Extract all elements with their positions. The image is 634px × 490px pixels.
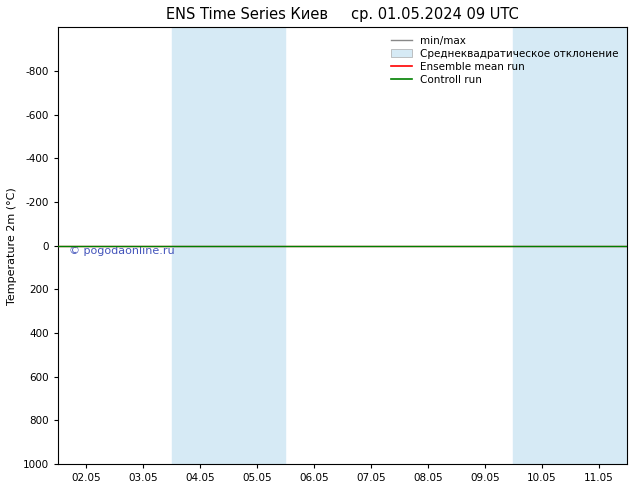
Text: © pogodaonline.ru: © pogodaonline.ru	[69, 245, 174, 256]
Bar	[570, 27, 627, 464]
Y-axis label: Temperature 2m (°C): Temperature 2m (°C)	[7, 187, 17, 304]
Title: ENS Time Series Киев     ср. 01.05.2024 09 UTC: ENS Time Series Киев ср. 01.05.2024 09 U…	[166, 7, 519, 22]
Bar	[513, 27, 570, 464]
Bar	[172, 27, 228, 464]
Bar	[228, 27, 285, 464]
Legend: min/max, Среднеквадратическое отклонение, Ensemble mean run, Controll run: min/max, Среднеквадратическое отклонение…	[388, 32, 622, 88]
